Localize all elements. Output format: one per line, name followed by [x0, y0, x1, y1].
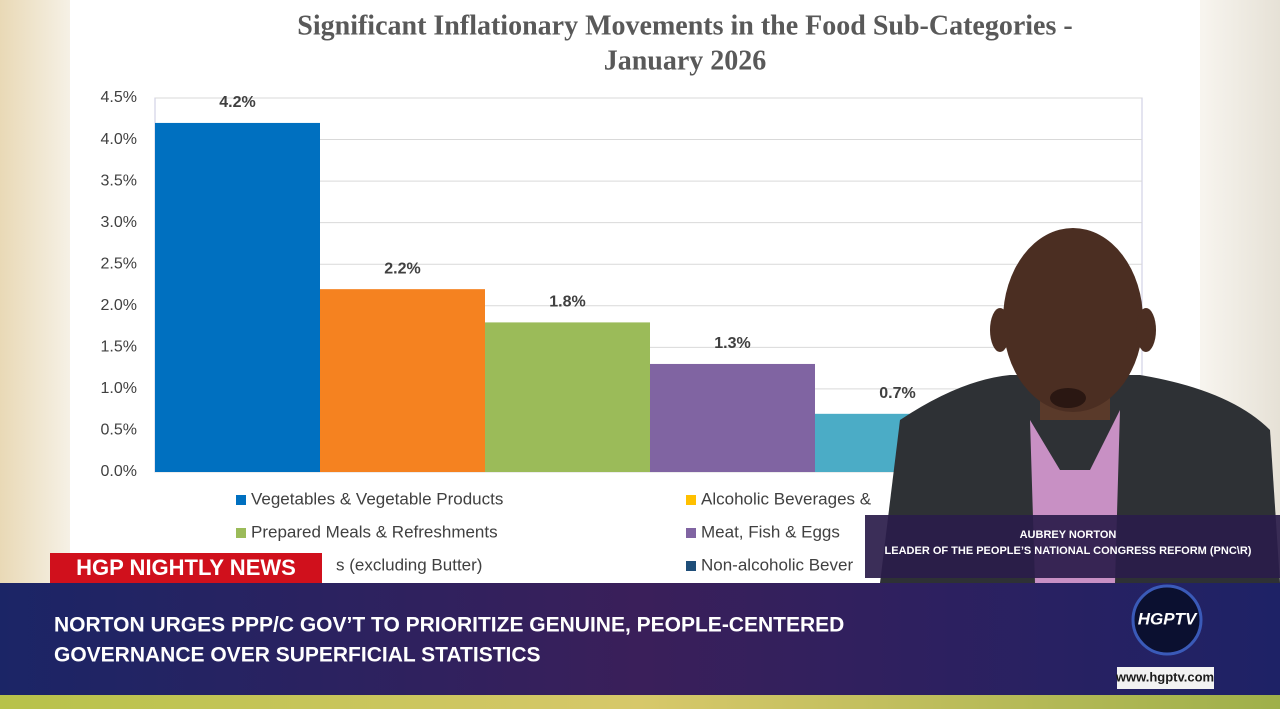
legend-label: s (excluding Butter) [336, 555, 482, 574]
bar [650, 363, 815, 472]
y-tick-label: 1.5% [101, 339, 137, 356]
y-tick-label: 4.0% [101, 131, 137, 148]
legend-label: Prepared Meals & Refreshments [251, 522, 498, 541]
legend-marker [236, 528, 246, 538]
data-label: 2.2% [384, 260, 420, 277]
bar [320, 289, 485, 472]
legend-label: Meat, Fish & Eggs [701, 522, 840, 541]
legend-marker [686, 561, 696, 571]
data-label: 1.3% [714, 335, 750, 352]
headline: GOVERNANCE OVER SUPERFICIAL STATISTICS [54, 644, 541, 667]
show-label-box [50, 553, 322, 583]
data-label: 1.8% [549, 294, 585, 311]
legend-marker [686, 495, 696, 505]
y-tick-label: 1.0% [101, 380, 137, 397]
legend-label: Alcoholic Beverages & [701, 489, 872, 508]
legend-marker [236, 495, 246, 505]
legend-marker [686, 528, 696, 538]
bar [155, 122, 320, 472]
legend-label: Vegetables & Vegetable Products [251, 489, 503, 508]
logo [1131, 584, 1203, 656]
y-tick-label: 4.5% [101, 89, 137, 106]
y-tick-label: 0.0% [101, 463, 137, 480]
news-banner [0, 583, 1280, 695]
website-box [1117, 667, 1214, 689]
y-tick-label: 2.0% [101, 297, 137, 314]
headline: NORTON URGES PPP/C GOV’T TO PRIORITIZE G… [54, 614, 844, 637]
show-label: HGP NIGHTLY NEWS [76, 555, 296, 580]
y-tick-label: 3.5% [101, 172, 137, 189]
y-tick-label: 3.0% [101, 214, 137, 231]
bottom-strip [0, 695, 1280, 709]
chart-title: Significant Inflationary Movements in th… [297, 10, 1072, 41]
speaker-name: AUBREY NORTON [1020, 529, 1117, 541]
website: www.hgptv.com [1115, 669, 1214, 684]
data-label: 4.2% [219, 94, 255, 111]
y-tick-label: 2.5% [101, 255, 137, 272]
speaker-box [865, 515, 1280, 578]
legend-label: Non-alcoholic Bever [701, 555, 853, 574]
bar [485, 322, 650, 472]
speaker-title: LEADER OF THE PEOPLE’S NATIONAL CONGRESS… [885, 545, 1252, 557]
chart-title: January 2026 [604, 45, 767, 76]
data-label: 0.7% [879, 385, 915, 402]
y-tick-label: 0.5% [101, 422, 137, 439]
logo-text: HGPTV [1138, 609, 1198, 628]
